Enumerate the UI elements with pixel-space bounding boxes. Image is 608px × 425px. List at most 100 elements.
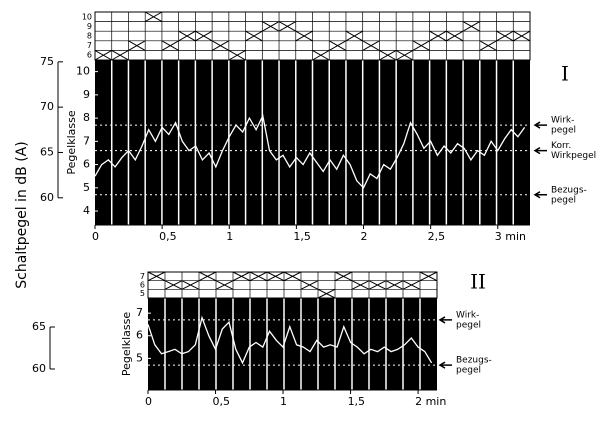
matrix-mark bbox=[429, 30, 447, 42]
reference-arrow bbox=[533, 146, 547, 155]
matrix-row-label: 8 bbox=[87, 32, 92, 41]
reference-label: Wirk- bbox=[456, 310, 479, 320]
matrix-mark bbox=[513, 30, 531, 42]
x-tick-label: 0 bbox=[145, 395, 152, 408]
matrix-mark bbox=[195, 30, 213, 42]
reference-arrow bbox=[533, 191, 547, 199]
matrix-mark bbox=[446, 30, 464, 42]
matrix-mark bbox=[328, 40, 347, 51]
reference-label: pegel bbox=[456, 366, 481, 376]
matrix-mark bbox=[266, 271, 285, 282]
matrix-mark bbox=[198, 271, 217, 282]
chart-title: I bbox=[561, 62, 569, 86]
matrix-mark bbox=[419, 271, 438, 282]
matrix-mark bbox=[402, 280, 421, 290]
matrix-mark bbox=[362, 40, 380, 51]
matrix-mark bbox=[215, 280, 234, 290]
matrix-row-label: 5 bbox=[140, 289, 145, 298]
matrix-mark bbox=[164, 280, 183, 290]
matrix-mark bbox=[94, 49, 112, 61]
matrix-row-label: 6 bbox=[87, 51, 92, 60]
matrix-mark bbox=[462, 21, 481, 32]
reference-label: pegel bbox=[551, 126, 576, 136]
x-tick-label: 1 bbox=[226, 230, 233, 243]
matrix-mark bbox=[232, 271, 251, 282]
matrix-mark bbox=[345, 30, 363, 42]
y2-tick-label: 60 bbox=[40, 191, 54, 204]
matrix-mark bbox=[312, 49, 330, 61]
x-tick-label: 2,5 bbox=[428, 230, 446, 243]
level-trace bbox=[94, 113, 526, 189]
x-tick-label: 1,5 bbox=[293, 230, 311, 243]
x-tick-label: 0,5 bbox=[159, 230, 177, 243]
matrix-row-label: 7 bbox=[87, 41, 92, 50]
reference-label: pegel bbox=[551, 195, 576, 205]
matrix-mark bbox=[181, 280, 200, 290]
matrix-mark bbox=[262, 21, 280, 32]
reference-label: Bezugs- bbox=[456, 356, 492, 366]
y2-tick-label: 70 bbox=[40, 100, 54, 113]
matrix-mark bbox=[317, 288, 336, 299]
y2-tick-label: 60 bbox=[32, 362, 46, 375]
reference-arrow bbox=[533, 121, 547, 129]
x-tick-label: 0,5 bbox=[213, 395, 231, 408]
matrix-mark bbox=[395, 49, 414, 61]
matrix-mark bbox=[334, 271, 353, 282]
reference-arrow bbox=[438, 316, 452, 324]
matrix-row-label: 9 bbox=[87, 22, 92, 31]
chart-title: II bbox=[470, 270, 486, 294]
y-tick-label: 7 bbox=[136, 306, 143, 319]
x-tick-label: 0 bbox=[92, 230, 99, 243]
matrix-mark bbox=[111, 49, 129, 61]
matrix-mark bbox=[278, 21, 297, 32]
y-tick-label: 10 bbox=[76, 65, 90, 78]
matrix-row-label: 10 bbox=[82, 12, 92, 21]
y-axis-label: Pegelklasse bbox=[120, 312, 133, 376]
y2-axis-label: Schaltpegel in dB (A) bbox=[14, 141, 30, 288]
matrix-mark bbox=[144, 11, 163, 23]
y-tick-label: 9 bbox=[83, 88, 90, 101]
matrix-mark bbox=[412, 40, 430, 51]
x-tick-label: 3 min bbox=[495, 230, 526, 243]
matrix-mark bbox=[245, 30, 263, 42]
y-tick-label: 6 bbox=[136, 329, 143, 342]
matrix-mark bbox=[351, 280, 370, 290]
reference-label: Korr. bbox=[551, 141, 571, 151]
y2-tick-label: 65 bbox=[40, 145, 54, 158]
x-tick-label: 2 min bbox=[415, 395, 446, 408]
y-tick-label: 4 bbox=[83, 204, 90, 217]
matrix-mark bbox=[368, 280, 387, 290]
reference-label: Bezugs- bbox=[551, 185, 587, 195]
matrix-mark bbox=[479, 40, 497, 51]
matrix-mark bbox=[496, 30, 514, 42]
reference-label: Wirkpegel bbox=[551, 151, 596, 161]
matrix-mark bbox=[379, 49, 397, 61]
reference-label: Wirk- bbox=[551, 116, 574, 126]
matrix-mark bbox=[128, 40, 146, 51]
matrix-mark bbox=[211, 40, 230, 51]
y-axis-label: Pegelklasse bbox=[65, 110, 78, 174]
y2-tick-label: 75 bbox=[40, 55, 54, 68]
y-tick-label: 8 bbox=[83, 111, 90, 124]
plot-background bbox=[148, 298, 437, 390]
reference-label: pegel bbox=[456, 320, 481, 330]
matrix-mark bbox=[283, 271, 302, 282]
x-tick-label: 2 bbox=[361, 230, 368, 243]
y-tick-label: 6 bbox=[83, 158, 90, 171]
matrix-mark bbox=[300, 280, 319, 290]
y-tick-label: 7 bbox=[83, 134, 90, 147]
matrix-mark bbox=[295, 30, 313, 42]
matrix-mark bbox=[385, 280, 404, 290]
matrix-mark bbox=[249, 271, 268, 282]
x-tick-label: 1 bbox=[280, 395, 287, 408]
y2-tick-label: 65 bbox=[32, 320, 46, 333]
matrix-mark bbox=[161, 40, 179, 51]
y-tick-label: 5 bbox=[83, 181, 90, 194]
matrix-mark bbox=[178, 30, 196, 42]
matrix-mark bbox=[147, 271, 166, 282]
level-trace bbox=[147, 315, 433, 365]
reference-arrow bbox=[438, 361, 452, 369]
matrix-row-label: 7 bbox=[140, 272, 145, 281]
matrix-mark bbox=[228, 49, 246, 61]
